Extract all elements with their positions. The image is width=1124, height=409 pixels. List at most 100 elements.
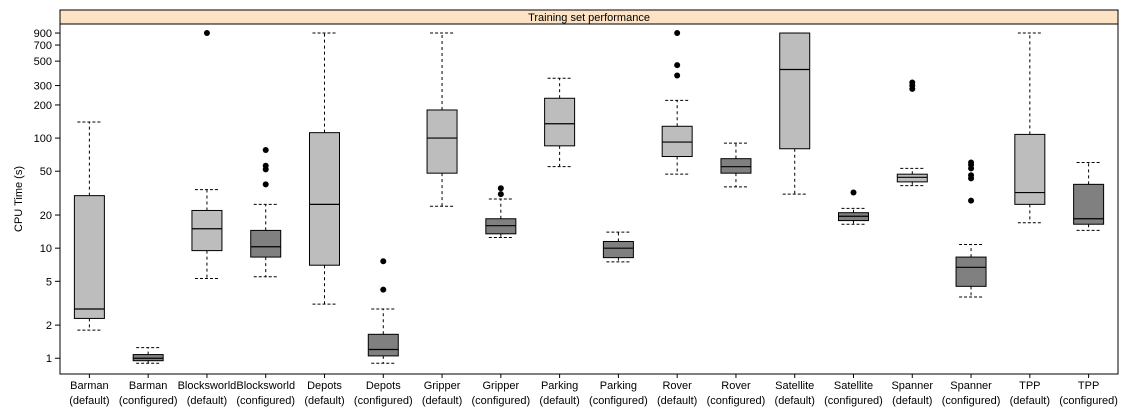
plot-frame xyxy=(59,9,1119,375)
y-tick-label: 500 xyxy=(34,56,52,68)
x-tick-label-name: Rover xyxy=(662,380,692,392)
box-iqr xyxy=(367,333,399,357)
outlier-point xyxy=(909,79,916,86)
box-blocksworld-default xyxy=(191,30,223,280)
y-tick-label: 10 xyxy=(40,243,52,255)
box-iqr xyxy=(132,354,164,362)
y-tick-label: 5 xyxy=(46,276,52,288)
outlier-point xyxy=(203,30,210,37)
box-iqr xyxy=(779,32,811,150)
box-spanner-default xyxy=(896,79,928,187)
x-tick-label-variant: (default) xyxy=(1010,395,1050,407)
x-tick-label-variant: (configured) xyxy=(471,395,530,407)
x-tick-label-name: TPP xyxy=(1078,380,1099,392)
box-iqr xyxy=(309,132,340,266)
box-iqr xyxy=(661,125,693,158)
x-tick-label-name: Rover xyxy=(721,380,751,392)
y-tick-label: 2 xyxy=(46,320,52,332)
box-spanner-configured xyxy=(955,159,987,298)
outlier-point xyxy=(262,146,269,153)
outlier-point xyxy=(968,159,975,166)
outlier-point xyxy=(380,258,387,265)
x-tick-label-variant: (configured) xyxy=(707,395,766,407)
x-tick-label-name: Spanner xyxy=(891,380,933,392)
box-satellite-default xyxy=(779,32,811,195)
boxes-group xyxy=(73,30,1105,364)
box-satellite-configured xyxy=(838,189,869,225)
box-barman-configured xyxy=(132,347,164,364)
x-tick-label-name: Parking xyxy=(600,380,637,392)
x-tick-label-name: TPP xyxy=(1019,380,1040,392)
x-axis-labels: Barman(default)Barman(configured)Blocksw… xyxy=(69,374,1118,407)
outlier-point xyxy=(262,181,269,188)
y-axis-label: CPU Time (s) xyxy=(13,166,25,232)
y-tick-label: 50 xyxy=(40,166,52,178)
x-tick-label-name: Gripper xyxy=(482,380,519,392)
x-tick-label-variant: (configured) xyxy=(1059,395,1118,407)
x-tick-label-name: Parking xyxy=(541,380,578,392)
box-parking-default xyxy=(544,77,576,168)
x-tick-label-name: Satellite xyxy=(775,380,814,392)
y-tick-label: 1 xyxy=(46,353,52,365)
box-iqr xyxy=(1073,183,1105,225)
x-tick-label-name: Depots xyxy=(307,380,342,392)
x-tick-label-name: Blocksworld xyxy=(178,380,237,392)
x-tick-label-variant: (configured) xyxy=(589,395,648,407)
x-tick-label-variant: (default) xyxy=(775,395,815,407)
box-tpp-configured xyxy=(1073,162,1105,231)
box-iqr xyxy=(250,229,282,258)
box-rover-configured xyxy=(720,142,752,188)
box-rover-default xyxy=(661,30,693,175)
x-tick-label-variant: (default) xyxy=(69,395,109,407)
box-iqr xyxy=(602,240,634,259)
x-tick-label-variant: (default) xyxy=(539,395,579,407)
outlier-point xyxy=(674,62,681,69)
y-tick-label: 200 xyxy=(34,100,52,112)
outlier-point xyxy=(497,185,504,192)
y-tick-label: 100 xyxy=(34,133,52,145)
chart-title: Training set performance xyxy=(528,12,650,24)
x-tick-label-name: Barman xyxy=(70,380,109,392)
x-tick-label-name: Gripper xyxy=(424,380,461,392)
box-iqr xyxy=(955,256,987,287)
outlier-point xyxy=(674,72,681,79)
x-tick-label-variant: (configured) xyxy=(824,395,883,407)
box-iqr xyxy=(1014,133,1046,205)
box-depots-default xyxy=(309,32,340,305)
x-tick-label-variant: (configured) xyxy=(236,395,295,407)
outlier-point xyxy=(850,189,857,196)
outlier-point xyxy=(968,172,975,179)
x-tick-label-variant: (configured) xyxy=(354,395,413,407)
box-iqr xyxy=(426,109,458,174)
x-tick-label-variant: (default) xyxy=(187,395,227,407)
x-tick-label-variant: (default) xyxy=(304,395,344,407)
box-iqr xyxy=(720,158,752,174)
outlier-point xyxy=(380,286,387,293)
box-iqr xyxy=(73,195,105,319)
x-tick-label-variant: (default) xyxy=(892,395,932,407)
box-iqr xyxy=(544,97,576,147)
box-gripper-configured xyxy=(485,185,517,238)
outlier-point xyxy=(262,162,269,169)
x-tick-label-name: Depots xyxy=(366,380,401,392)
x-tick-label-variant: (default) xyxy=(422,395,462,407)
x-tick-label-variant: (configured) xyxy=(119,395,178,407)
box-blocksworld-configured xyxy=(250,146,282,278)
y-tick-label: 20 xyxy=(40,210,52,222)
x-tick-label-name: Satellite xyxy=(834,380,873,392)
box-gripper-default xyxy=(426,32,458,207)
x-tick-label-variant: (default) xyxy=(657,395,697,407)
title-strip xyxy=(59,9,1119,25)
y-tick-label: 700 xyxy=(34,40,52,52)
x-tick-label-name: Spanner xyxy=(950,380,992,392)
box-tpp-default xyxy=(1014,32,1046,224)
box-iqr xyxy=(896,173,928,183)
box-iqr xyxy=(191,209,223,252)
y-tick-label: 900 xyxy=(34,28,52,40)
outlier-point xyxy=(674,30,681,37)
outlier-point xyxy=(497,191,504,198)
box-depots-configured xyxy=(367,258,399,364)
y-tick-label: 300 xyxy=(34,81,52,93)
